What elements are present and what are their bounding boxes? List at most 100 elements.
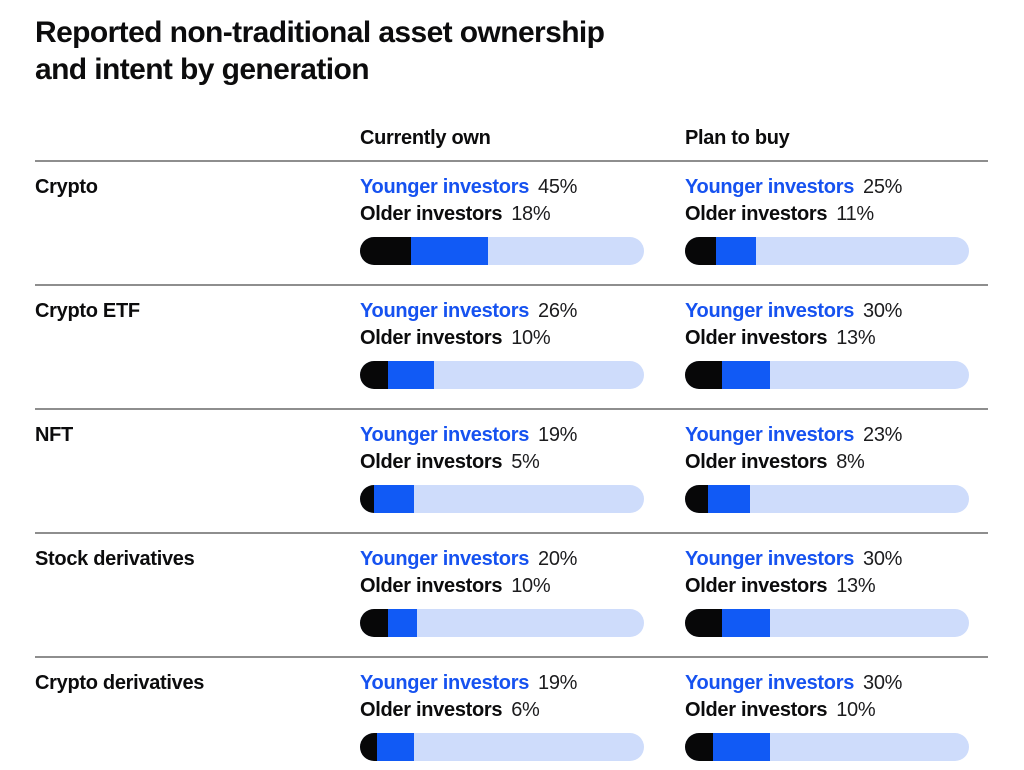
cell-plan-to-buy: Younger investors 30% Older investors 13% [685,298,988,408]
older-line: Older investors 5% [360,449,685,476]
older-investors-label: Older investors [685,203,828,225]
younger-line: Younger investors 30% [685,546,988,573]
younger-investors-label: Younger investors [685,300,855,322]
younger-value: 25% [863,176,903,198]
bar-older-segment [360,609,389,637]
older-value: 10% [836,699,876,721]
table-row: Crypto Younger investors 45% Older invest… [35,160,988,284]
bar-track [360,609,644,637]
bar-track [685,733,969,761]
older-value: 6% [511,699,540,721]
older-value: 13% [836,575,876,597]
cell-currently-own: Younger investors 45% Older investors 18% [360,174,685,284]
older-investors-label: Older investors [685,575,828,597]
younger-investors-label: Younger investors [360,548,530,570]
younger-value: 30% [863,300,903,322]
older-value: 5% [511,451,540,473]
page-title-line2: and intent by generation [35,53,370,86]
page-title-line1: Reported non-traditional asset ownership [35,16,605,49]
younger-line: Younger investors 26% [360,298,685,325]
bar-track [360,237,644,265]
bar-older-segment [360,237,412,265]
older-value: 10% [511,575,551,597]
bar-younger-segment [388,361,434,389]
younger-investors-label: Younger investors [685,548,855,570]
younger-line: Younger investors 19% [360,670,685,697]
younger-line: Younger investors 25% [685,174,988,201]
column-headers: Currently own Plan to buy [35,88,988,160]
bar-younger-segment [713,733,771,761]
younger-value: 26% [538,300,578,322]
younger-line: Younger investors 30% [685,670,988,697]
bar-older-segment [360,361,389,389]
younger-line: Younger investors 23% [685,422,988,449]
row-label: Crypto derivatives [35,672,205,694]
table-row: NFT Younger investors 19% Older investors… [35,408,988,532]
younger-value: 20% [538,548,578,570]
younger-investors-label: Younger investors [685,424,855,446]
younger-investors-label: Younger investors [685,176,855,198]
older-line: Older investors 6% [360,697,685,724]
cell-plan-to-buy: Younger investors 25% Older investors 11% [685,174,988,284]
younger-investors-label: Younger investors [360,672,530,694]
bar-track [685,237,969,265]
bar-older-segment [685,361,722,389]
bar-younger-segment [374,485,414,513]
older-line: Older investors 18% [360,201,685,228]
bar-older-segment [685,733,714,761]
cell-currently-own: Younger investors 19% Older investors 5% [360,422,685,532]
older-investors-label: Older investors [685,327,828,349]
younger-line: Younger investors 30% [685,298,988,325]
younger-value: 30% [863,672,903,694]
bar-track [685,361,969,389]
bar-younger-segment [388,609,417,637]
cell-currently-own: Younger investors 20% Older investors 10% [360,546,685,656]
bar-younger-segment [377,733,414,761]
older-line: Older investors 13% [685,325,988,352]
younger-value: 30% [863,548,903,570]
row-label: Crypto [35,176,98,198]
older-line: Older investors 10% [685,697,988,724]
bar-younger-segment [411,237,488,265]
cell-plan-to-buy: Younger investors 23% Older investors 8% [685,422,988,532]
table-row: Crypto ETF Younger investors 26% Older in… [35,284,988,408]
younger-line: Younger investors 20% [360,546,685,573]
cell-plan-to-buy: Younger investors 30% Older investors 13% [685,546,988,656]
bar-older-segment [685,237,717,265]
bar-younger-segment [707,485,751,513]
younger-value: 19% [538,672,578,694]
older-line: Older investors 8% [685,449,988,476]
bar-track [685,485,969,513]
younger-investors-label: Younger investors [360,424,530,446]
younger-line: Younger investors 45% [360,174,685,201]
older-line: Older investors 11% [685,201,988,228]
bar-younger-segment [721,609,771,637]
older-investors-label: Older investors [360,327,503,349]
older-investors-label: Older investors [685,451,828,473]
bar-track [360,733,644,761]
younger-value: 45% [538,176,578,198]
bar-older-segment [360,733,378,761]
older-value: 8% [836,451,865,473]
younger-investors-label: Younger investors [685,672,855,694]
younger-investors-label: Younger investors [360,176,530,198]
column-header-currently-own: Currently own [360,127,491,149]
bar-younger-segment [721,361,771,389]
older-investors-label: Older investors [360,575,503,597]
bar-older-segment [360,485,375,513]
row-label: NFT [35,424,73,446]
older-line: Older investors 13% [685,573,988,600]
cell-currently-own: Younger investors 19% Older investors 6% [360,670,685,769]
cell-currently-own: Younger investors 26% Older investors 10% [360,298,685,408]
bar-track [685,609,969,637]
older-investors-label: Older investors [360,203,503,225]
cell-plan-to-buy: Younger investors 30% Older investors 10% [685,670,988,769]
older-investors-label: Older investors [360,451,503,473]
table-row: Crypto derivatives Younger investors 19% … [35,656,988,769]
older-investors-label: Older investors [685,699,828,721]
older-value: 13% [836,327,876,349]
older-investors-label: Older investors [360,699,503,721]
older-value: 18% [511,203,551,225]
younger-value: 23% [863,424,903,446]
